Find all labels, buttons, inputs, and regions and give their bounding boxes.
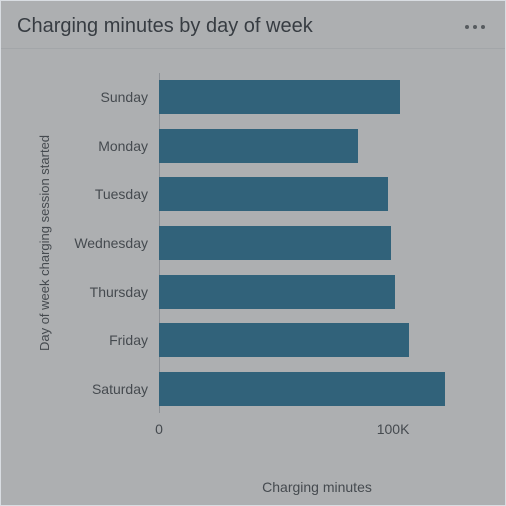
category-label: Saturday [28,381,148,397]
chart-card: Charging minutes by day of week Day of w… [0,0,506,506]
bar[interactable] [159,129,358,163]
bar[interactable] [159,323,409,357]
category-label: Friday [28,332,148,348]
x-axis-label: Charging minutes [262,479,372,495]
x-tick-label: 0 [155,421,163,437]
category-label: Tuesday [28,186,148,202]
category-label: Thursday [28,284,148,300]
bar[interactable] [159,177,388,211]
bar[interactable] [159,80,400,114]
bar[interactable] [159,372,445,406]
card-header: Charging minutes by day of week [1,1,505,49]
bar[interactable] [159,275,395,309]
bar[interactable] [159,226,391,260]
bars-region [159,73,475,413]
category-label: Wednesday [28,235,148,251]
card-title: Charging minutes by day of week [17,15,313,38]
x-tick-label: 100K [377,421,410,437]
more-options-icon [465,25,469,29]
category-label: Sunday [28,89,148,105]
chart-area: Day of week charging session started Cha… [1,49,505,505]
category-label: Monday [28,138,148,154]
more-options-button[interactable] [461,21,489,33]
